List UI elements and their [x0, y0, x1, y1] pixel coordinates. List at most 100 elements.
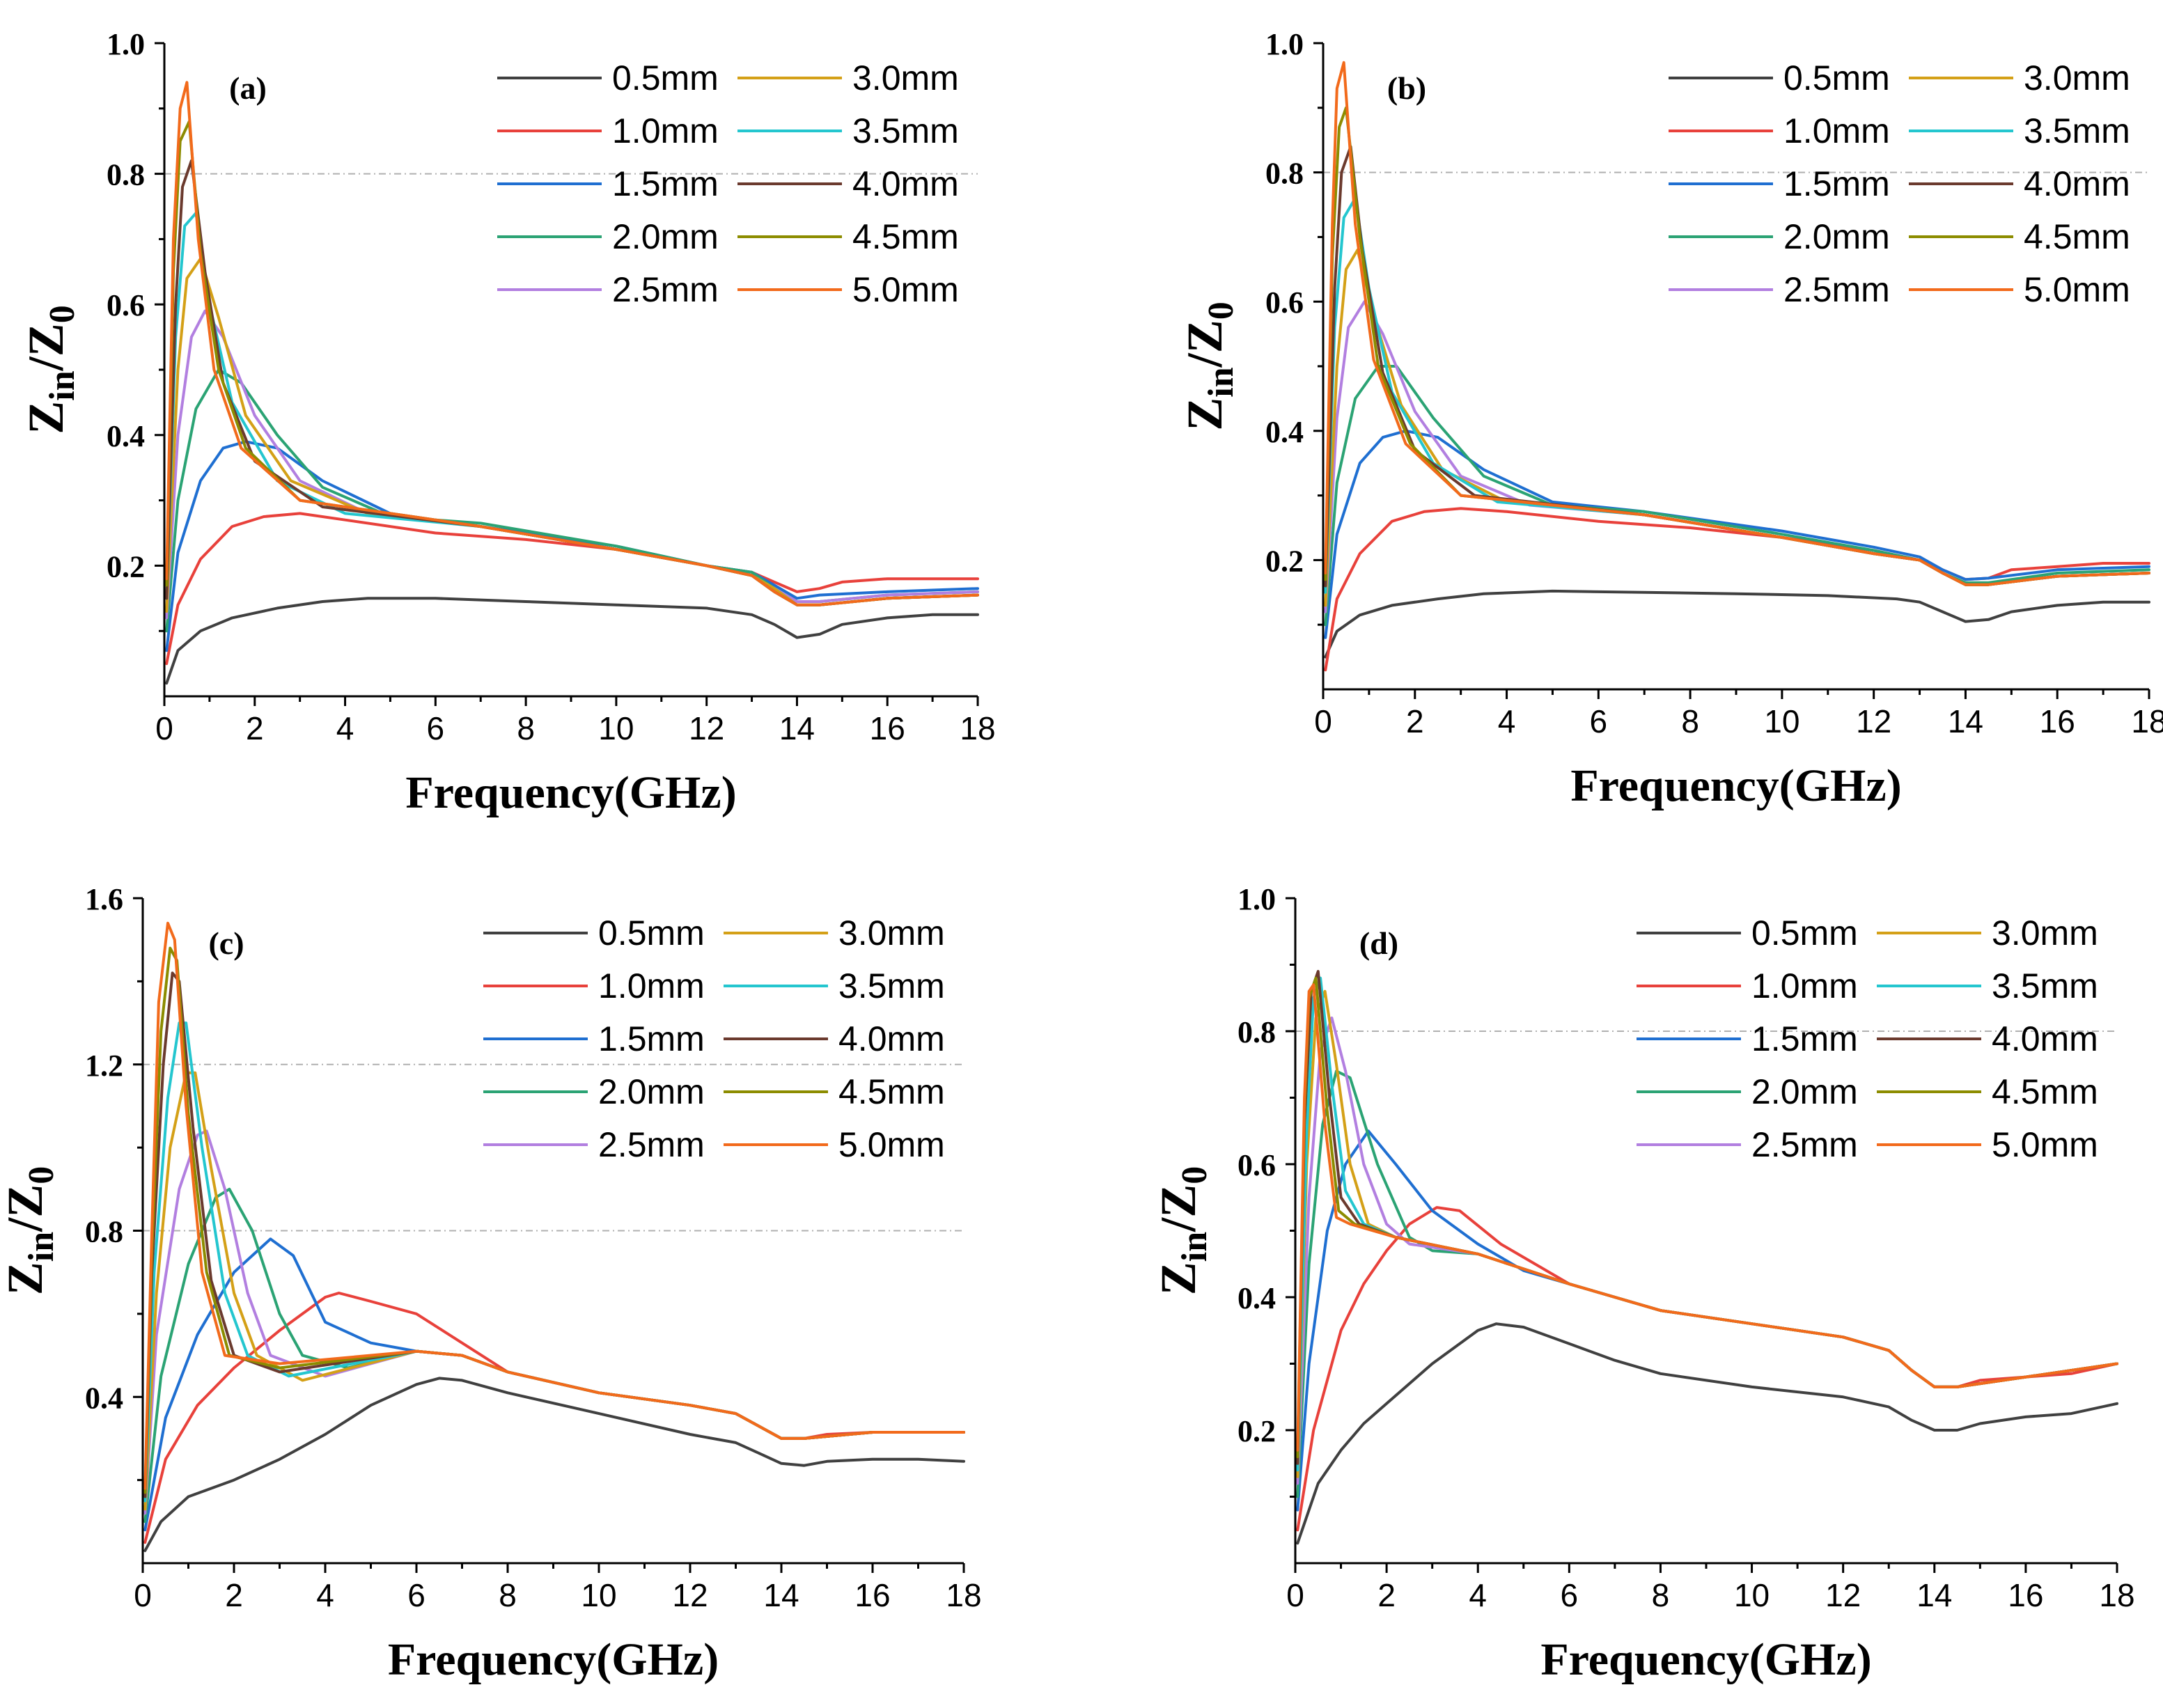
x-tick-label: 12 [689, 710, 724, 746]
legend-label: 2.0mm [612, 217, 719, 256]
panel-a: 0 2 4 6 8 10 12 14 16 18 0.2 0.4 0.6 0.8 1.0 (a) Frequen… [18, 27, 996, 818]
legend-label: 3.0mm [2024, 58, 2130, 97]
legend-label: 1.5mm [1783, 164, 1890, 203]
series-line-5.0mm [143, 921, 965, 1490]
x-tick-label: 12 [1856, 703, 1891, 739]
panel-label: (c) [208, 925, 244, 961]
x-tick-label: 4 [316, 1577, 334, 1613]
legend-label: 2.0mm [598, 1072, 705, 1111]
series-line-0.5mm [143, 1377, 965, 1553]
legend-label: 3.0mm [852, 58, 959, 97]
x-tick-label: 10 [598, 710, 634, 746]
x-tick-label: 6 [1590, 703, 1608, 739]
x-tick-label: 4 [1498, 703, 1516, 739]
y-tick-label: 0.8 [1237, 1015, 1276, 1049]
x-tick-label: 0 [134, 1577, 152, 1613]
legend-label: 5.0mm [838, 1125, 945, 1164]
x-tick-label: 0 [1314, 703, 1332, 739]
x-tick-label: 16 [2008, 1577, 2043, 1613]
legend-label: 3.0mm [838, 914, 945, 953]
legend-label: 2.0mm [1751, 1072, 1858, 1111]
panel-label: (a) [229, 70, 267, 106]
x-tick-label: 2 [246, 710, 264, 746]
legend-label: 5.0mm [852, 270, 959, 309]
x-tick-label: 2 [225, 1577, 243, 1613]
x-tick-label: 8 [1652, 1577, 1670, 1613]
legend-label: 0.5mm [1783, 58, 1890, 97]
legend-label: 1.5mm [612, 164, 719, 203]
panel-label: (b) [1387, 70, 1426, 106]
legend-label: 3.0mm [1992, 914, 2098, 953]
legend-label: 3.5mm [2024, 111, 2130, 150]
y-tick-label: 0.2 [1237, 1414, 1276, 1448]
legend-label: 4.0mm [852, 164, 959, 203]
series-line-5.0mm [1296, 983, 2118, 1452]
panel-label: (d) [1359, 925, 1398, 961]
x-tick-label: 16 [2040, 703, 2075, 739]
legend-label: 1.0mm [1751, 966, 1858, 1005]
y-tick-label: 1.0 [1265, 27, 1304, 61]
legend-label: 3.5mm [838, 966, 945, 1005]
x-tick-label: 8 [517, 710, 535, 746]
x-tick-label: 16 [870, 710, 905, 746]
x-tick-label: 4 [1469, 1577, 1487, 1613]
x-tick-label: 18 [2131, 703, 2163, 739]
legend-label: 2.5mm [1783, 270, 1890, 309]
y-axis-title: Zin/Z0 [1150, 1166, 1215, 1295]
legend-label: 5.0mm [2024, 270, 2130, 309]
series-line-0.5mm [1296, 1322, 2118, 1545]
x-axis-title: Frequency(GHz) [1540, 1634, 1871, 1685]
y-tick-label: 0.2 [1265, 544, 1304, 578]
x-tick-label: 6 [1561, 1577, 1579, 1613]
y-axis-title: Zin/Z0 [18, 305, 82, 434]
y-tick-label: 0.4 [1265, 415, 1304, 449]
x-tick-label: 12 [672, 1577, 708, 1613]
legend-label: 4.0mm [2024, 164, 2130, 203]
legend-label: 4.0mm [1992, 1019, 2098, 1058]
legend-label: 1.5mm [1751, 1019, 1858, 1058]
x-tick-label: 8 [1681, 703, 1699, 739]
legend-label: 2.5mm [612, 270, 719, 309]
legend-label: 4.5mm [1992, 1072, 2098, 1111]
x-tick-label: 2 [1406, 703, 1424, 739]
panel-d: 0 2 4 6 8 10 12 14 16 18 0.2 0.4 0.6 0.8 1.0 (d) Frequen… [1150, 882, 2135, 1685]
legend-label: 3.5mm [852, 111, 959, 150]
legend-label: 4.5mm [852, 217, 959, 256]
legend-label: 2.5mm [1751, 1125, 1858, 1164]
series-line-5.0mm [165, 81, 979, 606]
legend-label: 4.5mm [2024, 217, 2130, 256]
series-line-5.0mm [1324, 61, 2150, 586]
y-tick-label: 1.2 [85, 1049, 123, 1083]
y-tick-label: 1.0 [107, 27, 145, 61]
x-tick-label: 18 [960, 710, 995, 746]
y-axis-title: Zin/Z0 [1177, 301, 1241, 430]
series-line-2.0mm [1324, 365, 2150, 627]
legend-label: 0.5mm [598, 914, 705, 953]
x-tick-label: 4 [336, 710, 354, 746]
x-tick-label: 14 [1916, 1577, 1952, 1613]
y-tick-label: 0.6 [1237, 1148, 1276, 1182]
x-tick-label: 18 [946, 1577, 981, 1613]
legend-label: 1.0mm [1783, 111, 1890, 150]
x-tick-label: 10 [1764, 703, 1799, 739]
y-tick-label: 0.4 [85, 1381, 123, 1415]
y-tick-label: 1.0 [1237, 882, 1276, 916]
x-tick-label: 10 [1734, 1577, 1770, 1613]
legend-label: 2.0mm [1783, 217, 1890, 256]
x-tick-label: 16 [854, 1577, 890, 1613]
y-axis-title: Zin/Z0 [0, 1166, 61, 1295]
legend-label: 1.0mm [612, 111, 719, 150]
x-tick-label: 6 [427, 710, 445, 746]
y-tick-label: 0.6 [107, 288, 145, 322]
x-tick-label: 8 [499, 1577, 517, 1613]
x-tick-label: 0 [155, 710, 173, 746]
x-axis-title: Frequency(GHz) [405, 767, 736, 818]
x-tick-label: 6 [407, 1577, 425, 1613]
series-line-0.5mm [165, 597, 979, 685]
legend-label: 2.5mm [598, 1125, 705, 1164]
y-tick-label: 0.8 [85, 1215, 123, 1249]
legend-label: 1.5mm [598, 1019, 705, 1058]
y-tick-label: 0.8 [107, 158, 145, 192]
